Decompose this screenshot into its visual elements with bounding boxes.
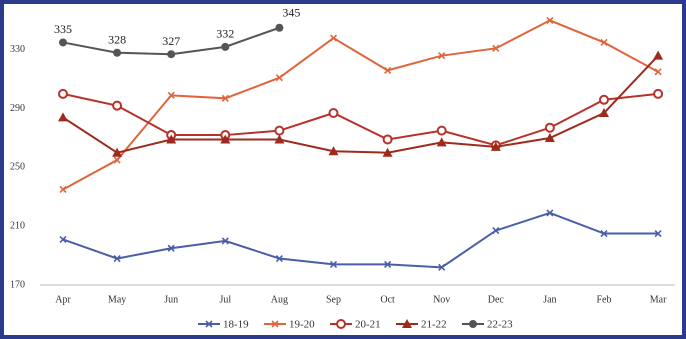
marker [599, 108, 609, 118]
data-label: 345 [282, 6, 300, 20]
marker [275, 254, 283, 263]
y-tick-label: 330 [10, 44, 25, 55]
legend-label: 22-23 [487, 319, 513, 331]
marker [382, 147, 393, 157]
series-line [62, 19, 659, 191]
legend-item: 21-22 [396, 319, 447, 331]
data-label: 335 [54, 22, 72, 36]
legend-marker [336, 319, 346, 329]
legend-label: 19-20 [289, 319, 315, 331]
marker [436, 125, 447, 136]
legend-label: 21-22 [421, 319, 447, 331]
x-tick-label: Oct [380, 294, 395, 305]
legend-label: 20-21 [355, 319, 381, 331]
marker [59, 235, 67, 243]
data-label: 328 [108, 32, 126, 46]
marker [654, 68, 662, 76]
series-line [62, 54, 659, 154]
x-tick-label: Jan [543, 294, 556, 305]
marker [599, 94, 609, 105]
marker [113, 48, 122, 57]
marker [112, 100, 123, 111]
marker [113, 156, 121, 164]
x-tick-label: Jul [219, 294, 231, 305]
marker [167, 91, 175, 99]
marker [654, 229, 662, 238]
marker [490, 141, 501, 151]
marker [329, 34, 338, 42]
marker [112, 147, 123, 157]
marker [59, 38, 67, 47]
marker [166, 134, 177, 144]
legend-marker [402, 319, 412, 328]
x-tick-label: Jun [164, 294, 178, 305]
x-tick-label: Feb [597, 294, 612, 305]
marker [275, 74, 283, 82]
legend-marker [205, 320, 213, 328]
y-tick-label: 170 [10, 279, 25, 290]
legend-item: 18-19 [198, 319, 249, 331]
marker [600, 229, 608, 238]
marker [438, 263, 446, 271]
marker [113, 254, 121, 263]
marker [221, 237, 229, 245]
legend-item: 20-21 [330, 319, 381, 331]
marker [600, 38, 608, 47]
marker [546, 209, 554, 217]
y-tick-label: 210 [10, 220, 25, 231]
marker [544, 133, 555, 142]
x-tick-label: Apr [55, 294, 71, 305]
marker [653, 50, 664, 60]
marker [436, 137, 447, 147]
y-tick-label: 290 [10, 103, 25, 114]
marker [221, 94, 229, 102]
legend-item: 22-23 [462, 319, 513, 331]
x-tick-label: Nov [433, 294, 450, 305]
marker [167, 244, 175, 252]
marker [492, 227, 500, 235]
marker [274, 134, 285, 144]
legend-item: 19-20 [264, 319, 315, 331]
marker [59, 185, 67, 194]
data-label: 327 [162, 34, 180, 48]
x-tick-label: Aug [271, 294, 288, 305]
y-tick-label: 250 [10, 162, 25, 173]
marker [492, 44, 500, 52]
marker [220, 134, 231, 144]
marker [58, 112, 68, 122]
series-line [62, 92, 659, 147]
marker [653, 88, 664, 99]
marker [544, 122, 555, 133]
marker [382, 134, 393, 145]
marker [438, 52, 446, 60]
legend-marker [469, 320, 477, 328]
legend-label: 18-19 [223, 319, 249, 331]
marker [167, 50, 176, 59]
marker [221, 42, 230, 51]
marker [274, 125, 285, 136]
marker [384, 66, 392, 74]
marker [329, 260, 338, 268]
legend-marker [271, 320, 279, 328]
data-label: 332 [216, 27, 234, 41]
x-tick-label: Dec [488, 294, 505, 305]
series-line [62, 211, 659, 269]
marker [384, 260, 392, 268]
x-tick-label: Sep [326, 294, 341, 305]
marker [328, 146, 339, 156]
marker [546, 16, 554, 24]
x-tick-label: May [108, 294, 126, 305]
marker [275, 23, 284, 32]
marker [328, 108, 339, 119]
x-tick-label: Mar [650, 294, 667, 305]
marker [58, 88, 68, 99]
